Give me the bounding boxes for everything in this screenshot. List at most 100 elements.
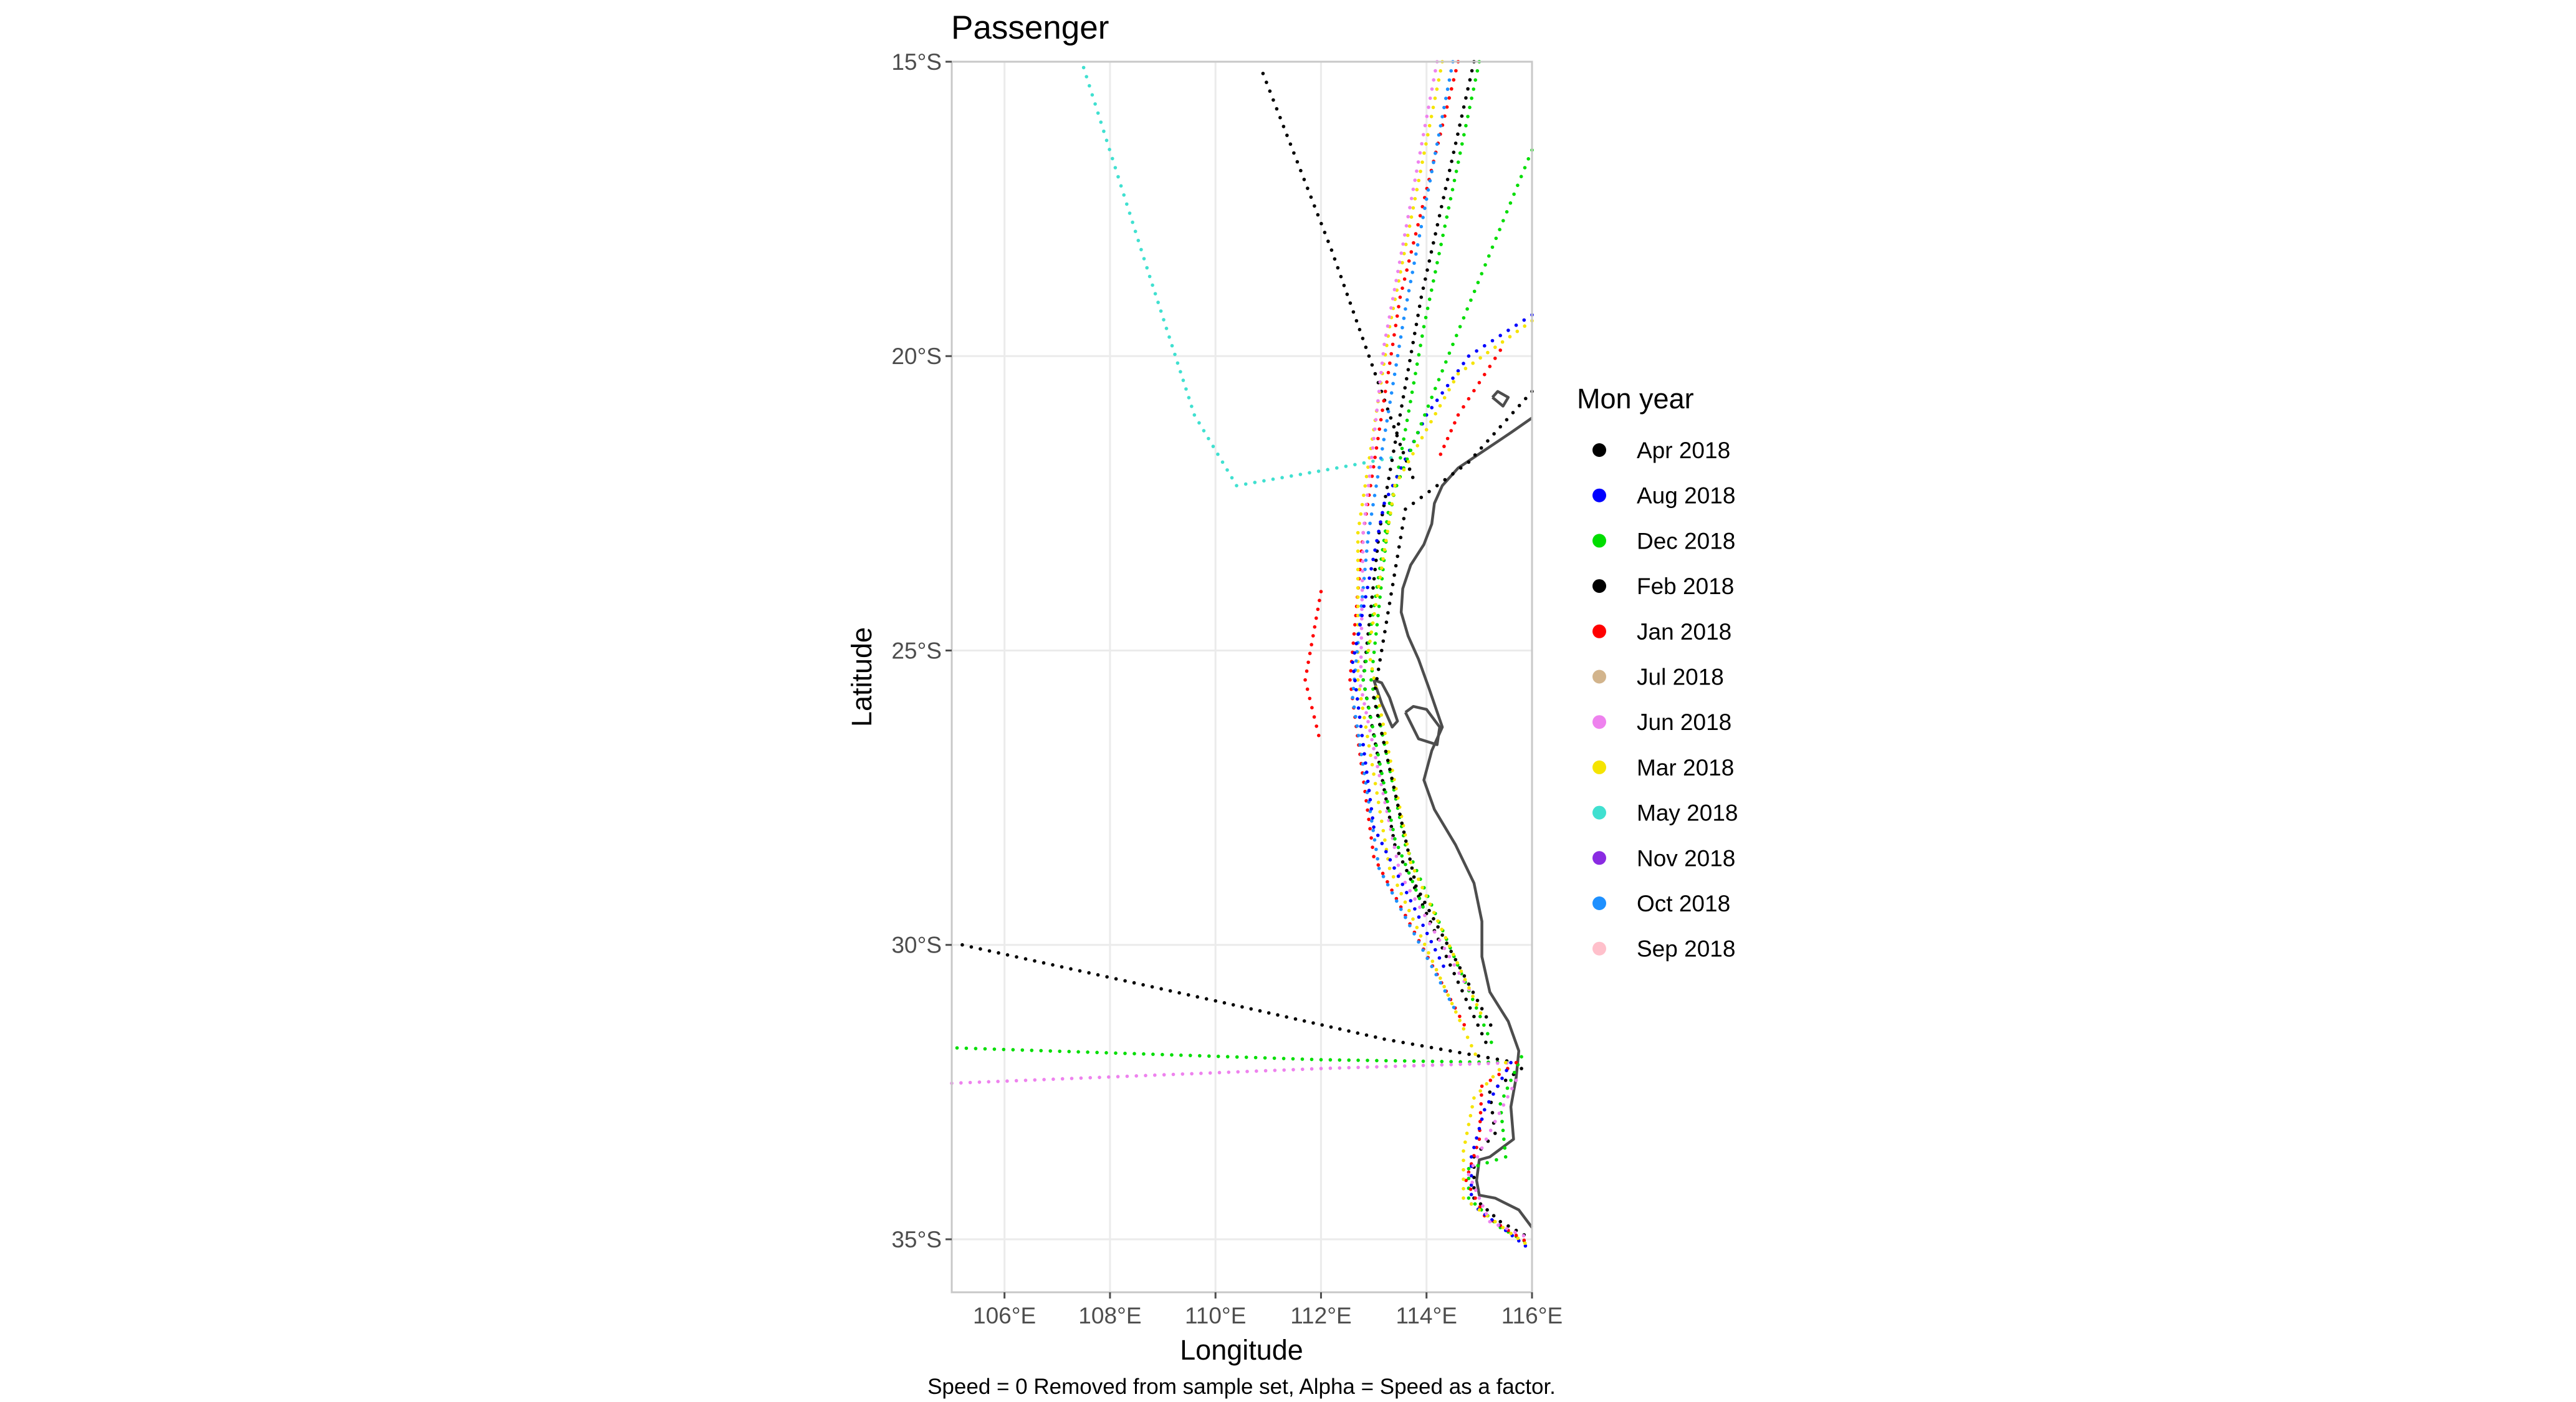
track-point (1498, 228, 1501, 232)
track-point (1227, 1070, 1231, 1074)
track-point (1379, 370, 1383, 375)
track-point (1311, 634, 1315, 638)
track-point (1454, 170, 1458, 173)
track-point (1400, 854, 1404, 858)
track-point (1425, 306, 1430, 310)
track-point (1368, 521, 1372, 526)
track-point (1374, 484, 1378, 488)
track-point (1382, 501, 1386, 506)
track-point (1396, 353, 1400, 358)
track-point (1416, 160, 1420, 164)
track-point (1181, 378, 1185, 382)
track-point (1005, 1079, 1009, 1083)
track-point (1458, 1060, 1462, 1064)
track-point (1427, 105, 1430, 109)
track-point (1351, 641, 1356, 645)
track-point (1415, 169, 1419, 173)
track-point (1116, 1075, 1120, 1078)
track-point (1369, 807, 1374, 811)
track-point (1265, 80, 1268, 84)
track-point (1456, 160, 1460, 165)
track-point (1359, 752, 1364, 757)
track-point (1371, 586, 1375, 590)
track-point (1363, 484, 1367, 488)
track-point (1401, 451, 1405, 454)
track-point (1088, 84, 1091, 88)
track-point (1453, 958, 1458, 962)
track-point (1435, 142, 1439, 146)
legend-label: May 2018 (1637, 800, 1738, 826)
track-point (1382, 780, 1386, 785)
track-point (1372, 612, 1376, 616)
legend-label: Mar 2018 (1637, 755, 1734, 780)
track-point (1423, 206, 1427, 210)
track-point (1380, 361, 1384, 365)
track-point (1372, 855, 1376, 858)
track-point (1374, 704, 1378, 709)
track-point (1476, 281, 1480, 285)
track-point (1450, 87, 1453, 91)
track-point (1458, 1014, 1462, 1019)
track-point (1493, 1131, 1497, 1135)
track-point (1379, 418, 1383, 422)
track-point (1472, 1145, 1476, 1150)
track-point (1375, 623, 1379, 627)
track-point (1258, 1009, 1262, 1013)
track-point (1387, 809, 1391, 813)
track-point (1042, 1078, 1046, 1082)
track-point (1253, 1055, 1258, 1060)
track-point (1167, 335, 1171, 339)
track-point (1090, 93, 1094, 97)
track-point (1371, 502, 1375, 507)
legend-item: Dec 2018 (1592, 528, 1735, 554)
legend-key (1592, 896, 1606, 910)
track-point (1299, 168, 1303, 173)
track-point (1310, 643, 1313, 646)
track-point (1425, 931, 1429, 936)
legend-item: Mar 2018 (1592, 755, 1734, 780)
track-point (1369, 455, 1374, 459)
track-point (1452, 150, 1456, 155)
track-point (1444, 360, 1448, 364)
track-point (1395, 899, 1399, 903)
track-point (1114, 977, 1118, 981)
track-point (1364, 595, 1367, 599)
track-point (1231, 1003, 1235, 1007)
track-point (1503, 1155, 1508, 1159)
track-point (1122, 193, 1126, 197)
track-point (1356, 577, 1360, 581)
track-point (1469, 1193, 1473, 1196)
track-point (1364, 502, 1368, 507)
track-point (1353, 623, 1357, 627)
track-point (1412, 932, 1416, 936)
track-point (1484, 1137, 1488, 1141)
track-point (1376, 833, 1380, 837)
track-point (1366, 808, 1369, 812)
track-point (1470, 69, 1474, 73)
track-point (1370, 474, 1374, 478)
track-point (1475, 999, 1480, 1002)
track-point (1356, 595, 1360, 599)
track-point (1397, 852, 1401, 855)
track-point (1311, 1021, 1315, 1025)
track-point (1162, 318, 1166, 322)
track-point (1356, 567, 1360, 572)
track-point (1359, 684, 1362, 688)
track-point (1371, 621, 1375, 625)
track-point (1488, 1219, 1492, 1224)
track-point (1429, 115, 1434, 118)
track-point (1125, 202, 1129, 206)
track-point (1058, 1049, 1061, 1054)
track-point (1401, 242, 1405, 246)
track-point (1356, 734, 1361, 737)
track-point (1462, 1168, 1465, 1172)
track-point (1398, 812, 1402, 816)
track-point (1424, 894, 1429, 898)
track-point (1391, 342, 1395, 347)
track-point (1506, 1095, 1510, 1099)
track-point (1368, 658, 1372, 662)
track-point (1355, 724, 1359, 728)
track-point (1373, 782, 1377, 785)
track-point (1404, 915, 1407, 919)
